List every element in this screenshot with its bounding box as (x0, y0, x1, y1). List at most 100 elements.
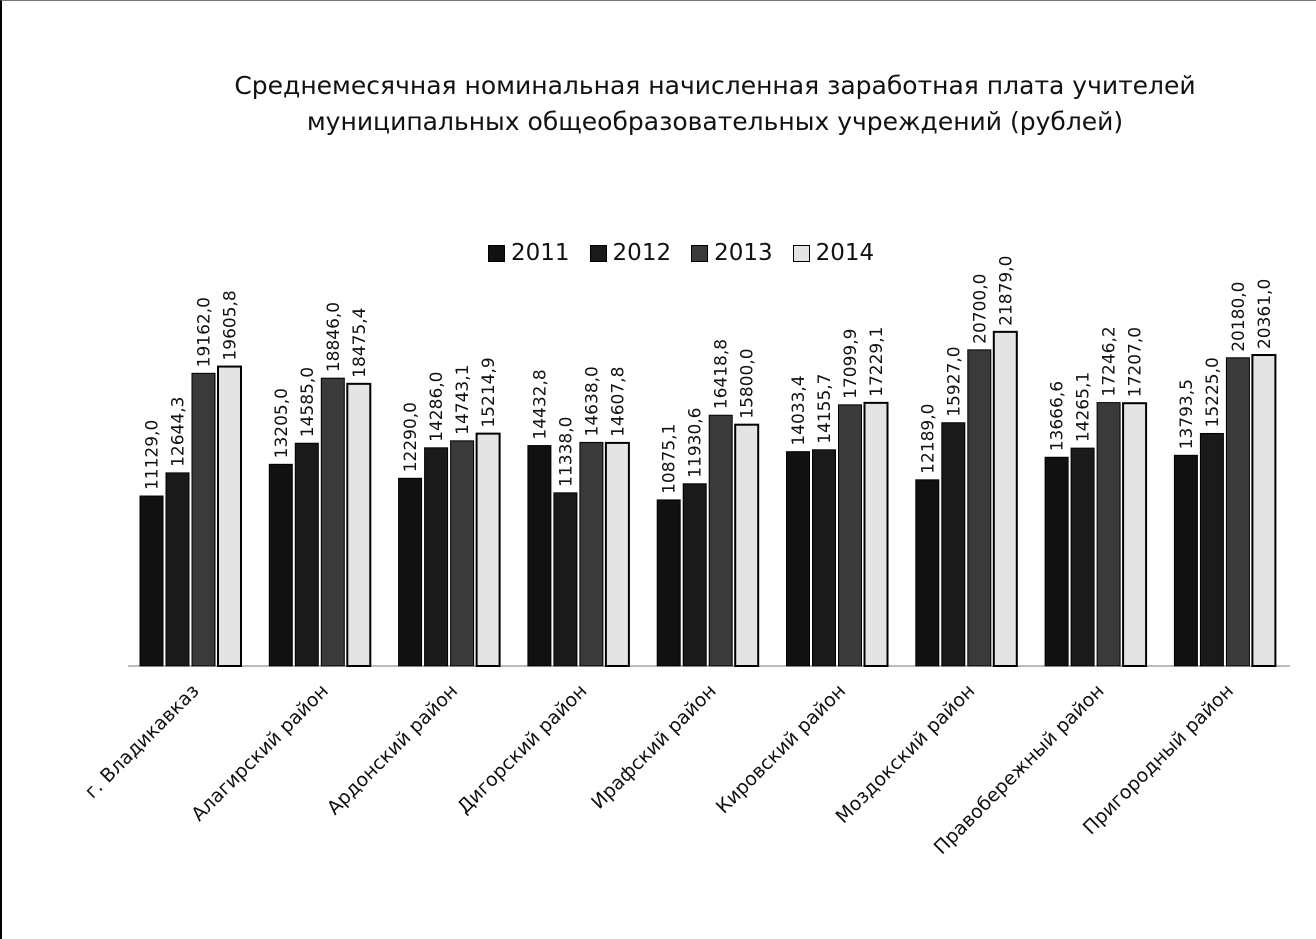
bar-2011-0 (139, 495, 164, 667)
value-label-2013-2: 14743,1 (453, 365, 473, 435)
bar-2013-4 (708, 414, 733, 667)
value-label-2013-8: 20180,0 (1229, 281, 1249, 351)
value-label-2012-8: 15225,0 (1203, 357, 1223, 427)
legend-swatch-2011 (488, 244, 505, 262)
value-label-2012-6: 15927,0 (944, 346, 964, 416)
value-label-2012-3: 11338,0 (556, 417, 576, 487)
value-label-2014-8: 20361,0 (1255, 279, 1275, 349)
legend-label-2014: 2014 (815, 240, 875, 266)
value-label-2011-2: 12290,0 (401, 402, 421, 472)
bar-2013-3 (579, 441, 604, 667)
legend-label-2013: 2013 (714, 240, 773, 266)
legend-item-2012: 2012 (589, 240, 672, 266)
bar-2014-2 (475, 432, 501, 667)
bar-2012-6 (941, 422, 966, 667)
bar-2012-1 (294, 442, 319, 667)
value-label-2011-8: 13793,5 (1177, 379, 1197, 449)
value-label-2012-5: 14155,7 (815, 373, 835, 443)
bar-2014-4 (734, 423, 760, 668)
category-label-2: Ардонский район (323, 680, 462, 819)
bar-2012-3 (553, 492, 578, 667)
category-label-1: Алагирский район (187, 680, 333, 826)
value-label-2014-0: 19605,8 (221, 290, 241, 360)
bar-2014-3 (604, 441, 630, 667)
category-label-0: г. Владикавказ (81, 680, 204, 803)
legend-swatch-2014 (792, 244, 810, 262)
chart-title-line-1: Среднемесячная номинальная начисленная з… (234, 71, 1196, 100)
bar-2014-8 (1251, 354, 1277, 667)
bar-2012-4 (682, 483, 707, 667)
value-label-2011-4: 10875,1 (660, 424, 680, 494)
value-label-2011-5: 14033,4 (789, 375, 809, 445)
bar-2012-5 (812, 449, 836, 667)
value-label-2013-0: 19162,0 (195, 297, 215, 367)
value-label-2013-7: 17246,2 (1100, 326, 1120, 396)
bar-2012-2 (424, 447, 449, 667)
bar-2011-3 (527, 445, 552, 667)
legend-item-2013: 2013 (691, 240, 773, 266)
value-label-2011-6: 12189,0 (918, 404, 938, 474)
bar-2013-2 (450, 440, 475, 667)
value-label-2013-4: 16418,8 (712, 339, 732, 409)
category-label-8: Пригородный район (1079, 680, 1238, 839)
legend-swatch-2013 (691, 244, 709, 262)
bar-2014-5 (863, 401, 889, 667)
bar-2014-1 (346, 382, 372, 667)
value-label-2011-3: 14432,8 (530, 369, 550, 439)
chart-legend: 2011 2012 2013 2014 (488, 238, 894, 268)
bar-2013-7 (1096, 402, 1121, 667)
value-label-2013-5: 17099,9 (841, 329, 861, 399)
bar-2012-7 (1070, 447, 1095, 667)
legend-label-2011: 2011 (511, 240, 570, 266)
legend-item-2011: 2011 (488, 240, 570, 266)
value-label-2012-2: 14286,0 (427, 372, 447, 442)
value-label-2012-4: 11930,6 (686, 407, 706, 477)
value-label-2013-3: 14638,0 (582, 366, 602, 436)
value-label-2014-2: 15214,9 (479, 357, 499, 427)
chart-title: Среднемесячная номинальная начисленная з… (150, 68, 1280, 140)
bar-2011-6 (915, 479, 940, 667)
bar-2011-7 (1044, 456, 1069, 667)
value-label-2014-3: 14607,8 (608, 367, 628, 437)
legend-label-2012: 2012 (612, 240, 672, 266)
bar-2013-5 (838, 404, 862, 667)
value-label-2012-1: 14585,0 (298, 367, 318, 437)
bar-2013-6 (967, 349, 992, 667)
value-label-2014-1: 18475,4 (350, 308, 370, 378)
bar-2013-0 (191, 372, 216, 667)
bar-2012-8 (1199, 432, 1224, 667)
value-label-2013-6: 20700,0 (970, 274, 990, 344)
bar-2011-5 (786, 451, 810, 667)
category-label-5: Кировский район (712, 680, 850, 818)
value-label-2011-1: 13205,0 (272, 388, 292, 458)
value-label-2012-0: 12644,3 (169, 397, 189, 467)
category-label-6: Моздокский район (831, 680, 979, 828)
bar-2013-1 (320, 377, 345, 667)
bar-2011-1 (268, 463, 293, 667)
value-label-2013-1: 18846,0 (324, 302, 344, 372)
bar-2012-0 (165, 472, 190, 667)
chart-title-line-2: муниципальных общеобразовательных учрежд… (306, 107, 1124, 136)
category-label-4: Ирафский район (587, 680, 721, 814)
bar-2013-8 (1225, 357, 1250, 667)
bar-2011-4 (656, 499, 681, 667)
bar-2011-8 (1173, 454, 1198, 667)
bar-2014-0 (217, 365, 242, 667)
value-label-2011-0: 11129,0 (143, 420, 163, 490)
value-label-2014-6: 21879,0 (996, 256, 1016, 326)
value-label-2014-4: 15800,0 (738, 348, 758, 418)
value-label-layer: 11129,0 12644,3 19162,0 19605,8 13205,0 14585… (143, 256, 1275, 494)
value-label-2012-7: 14265,1 (1074, 372, 1094, 442)
legend-item-2014: 2014 (792, 240, 875, 266)
value-label-2011-7: 13666,6 (1048, 381, 1068, 451)
category-label-3: Дигорский район (453, 680, 591, 818)
bar-2014-7 (1122, 402, 1148, 667)
bar-2011-2 (398, 477, 423, 667)
legend-swatch-2012 (589, 244, 607, 262)
value-label-2014-5: 17229,1 (867, 327, 887, 397)
bar-2014-6 (992, 330, 1018, 667)
bar-layer (128, 330, 1290, 668)
